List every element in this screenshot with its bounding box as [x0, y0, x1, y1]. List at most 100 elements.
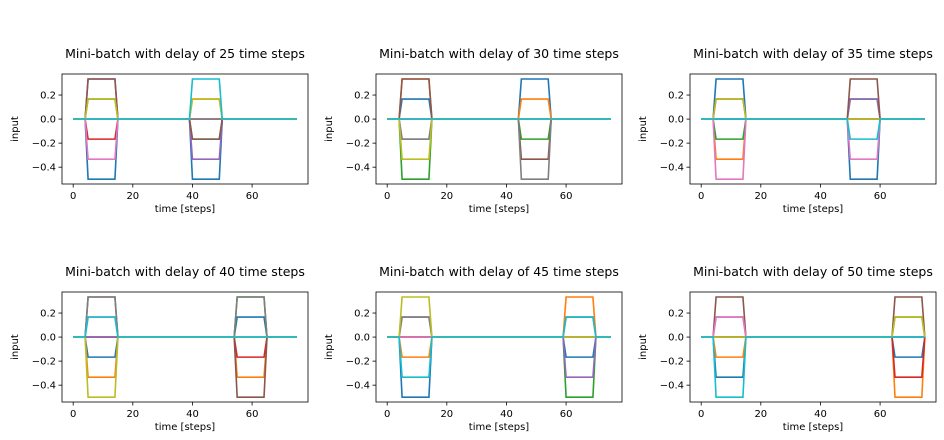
x-tick-label: 40	[186, 191, 199, 202]
x-tick-label: 40	[186, 409, 199, 420]
series-line-10	[701, 336, 925, 398]
y-axis-label: input	[324, 116, 335, 142]
y-axis-label: input	[638, 334, 649, 360]
y-tick-label: 0.2	[354, 91, 370, 102]
series-line-3	[387, 336, 611, 398]
series-line-5	[701, 316, 925, 338]
y-tick-label: 0.2	[40, 91, 56, 102]
x-tick-label: 20	[754, 409, 767, 420]
y-axis-label: input	[324, 334, 335, 360]
series-line-10	[73, 78, 297, 120]
series-line-6	[73, 78, 297, 140]
series-line-10	[73, 316, 297, 338]
y-tick-label: −0.4	[32, 381, 56, 392]
chart-panel-4: Mini-batch with delay of 40 time steps 0 2…	[10, 264, 309, 433]
y-tick-label: −0.4	[660, 381, 684, 392]
plot-area	[387, 78, 611, 180]
series-line-7	[701, 316, 925, 338]
y-tick-label: −0.2	[346, 357, 370, 368]
chart-title: Mini-batch with delay of 50 time steps	[693, 264, 933, 279]
series-line-1	[387, 78, 611, 120]
chart-panel-3: Mini-batch with delay of 35 time steps 0 2…	[638, 46, 937, 215]
x-tick-label: 0	[698, 191, 704, 202]
series-line-7	[701, 118, 925, 180]
series-line-9	[701, 316, 926, 338]
series-line-1	[73, 118, 297, 180]
chart-title: Mini-batch with delay of 40 time steps	[65, 264, 305, 279]
chart-title: Mini-batch with delay of 35 time steps	[693, 46, 933, 61]
series-line-5	[701, 98, 925, 120]
series-line-5	[387, 316, 611, 378]
chart-panel-1: Mini-batch with delay of 25 time steps 0 2…	[10, 46, 309, 215]
series-line-2	[387, 296, 611, 358]
plot-area	[73, 296, 297, 398]
series-line-6	[387, 316, 611, 338]
series-line-1	[701, 78, 925, 180]
y-tick-label: 0.0	[354, 115, 370, 126]
x-tick-label: 60	[560, 409, 573, 420]
series-line-5	[387, 118, 611, 140]
y-tick-label: −0.4	[32, 163, 56, 174]
x-tick-label: 40	[500, 191, 513, 202]
series-line-8	[387, 118, 611, 180]
y-axis-label: input	[10, 334, 21, 360]
x-tick-label: 40	[814, 409, 827, 420]
chart-panel-6: Mini-batch with delay of 50 time steps 0 2…	[638, 264, 937, 433]
chart-panel-2: Mini-batch with delay of 30 time steps 0 2…	[324, 46, 623, 215]
series-line-4	[73, 118, 297, 140]
x-tick-label: 0	[384, 409, 390, 420]
y-tick-label: 0.0	[668, 333, 684, 344]
y-tick-label: −0.4	[660, 163, 684, 174]
series-line-7	[73, 316, 297, 338]
plot-frame	[375, 73, 623, 185]
x-tick-label: 60	[246, 191, 259, 202]
x-axis-label: time [steps]	[469, 204, 530, 215]
plot-frame	[689, 291, 937, 403]
chart-panel-5: Mini-batch with delay of 45 time steps 0 2…	[324, 264, 623, 433]
y-tick-label: −0.2	[32, 357, 56, 368]
series-line-6	[73, 296, 297, 398]
series-line-8	[387, 316, 611, 338]
chart-title: Mini-batch with delay of 25 time steps	[65, 46, 305, 61]
series-line-2	[73, 98, 297, 120]
chart-title: Mini-batch with delay of 45 time steps	[379, 264, 619, 279]
plot-area	[701, 296, 926, 398]
x-axis-label: time [steps]	[783, 204, 844, 215]
x-tick-label: 0	[698, 409, 704, 420]
plot-area	[73, 78, 297, 180]
series-line-9	[73, 98, 297, 120]
x-axis-label: time [steps]	[783, 422, 844, 433]
y-axis-label: input	[10, 116, 21, 142]
series-line-9	[701, 98, 925, 120]
y-tick-label: −0.4	[346, 163, 370, 174]
series-line-4	[73, 336, 297, 358]
y-tick-label: −0.2	[32, 139, 56, 150]
x-axis-label: time [steps]	[469, 422, 530, 433]
y-tick-label: 0.2	[354, 309, 370, 320]
plot-frame	[61, 291, 309, 403]
y-tick-label: 0.2	[668, 309, 684, 320]
x-tick-label: 20	[440, 191, 453, 202]
y-axis-label: input	[638, 116, 649, 142]
y-tick-label: 0.0	[354, 333, 370, 344]
plot-area	[387, 296, 611, 398]
x-tick-label: 20	[126, 409, 139, 420]
x-axis-label: time [steps]	[155, 422, 216, 433]
chart-title: Mini-batch with delay of 30 time steps	[379, 46, 619, 61]
series-line-1	[387, 336, 611, 398]
x-tick-label: 0	[70, 191, 76, 202]
y-tick-label: 0.2	[40, 309, 56, 320]
plot-frame	[375, 291, 623, 403]
y-tick-label: 0.0	[40, 333, 56, 344]
x-tick-label: 0	[384, 191, 390, 202]
x-axis-label: time [steps]	[155, 204, 216, 215]
x-tick-label: 40	[814, 191, 827, 202]
y-tick-label: 0.0	[668, 115, 684, 126]
x-tick-label: 20	[440, 409, 453, 420]
plot-frame	[61, 73, 309, 185]
y-tick-label: 0.0	[40, 115, 56, 126]
plot-area	[701, 78, 925, 180]
x-tick-label: 20	[754, 191, 767, 202]
series-line-3	[701, 316, 926, 338]
